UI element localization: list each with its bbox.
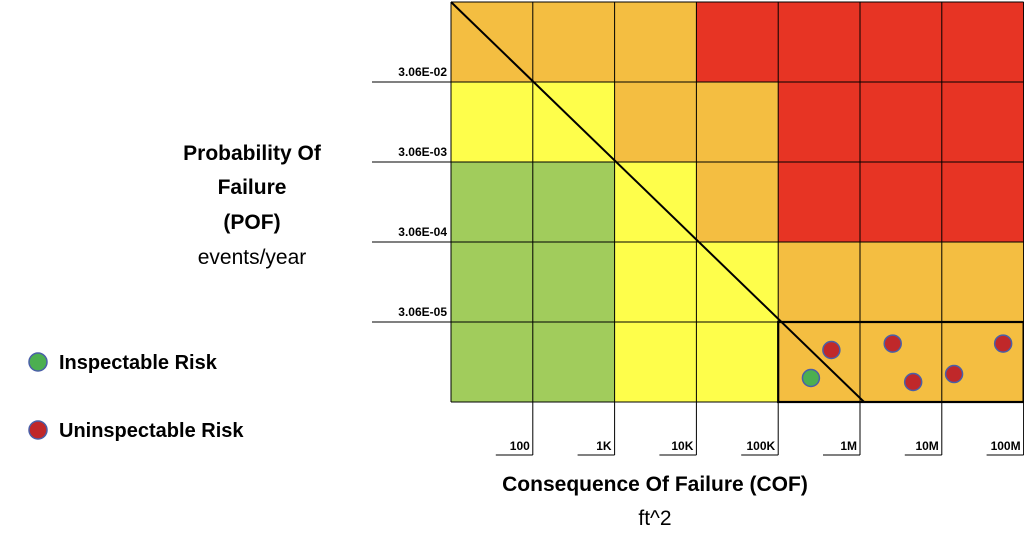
risk-cell — [451, 322, 534, 403]
x-axis-unit: ft^2 — [638, 507, 671, 530]
y-tick-label: 3.06E-02 — [398, 65, 447, 79]
risk-cell — [614, 322, 697, 403]
risk-cell — [778, 322, 861, 403]
y-tick-lines: 3.06E-02 3.06E-03 3.06E-04 3.06E-05 — [372, 65, 451, 323]
legend-uninspectable-label: Uninspectable Risk — [59, 420, 244, 442]
y-tick-label: 3.06E-03 — [398, 145, 447, 159]
legend-inspectable-label: Inspectable Risk — [59, 352, 218, 374]
legend: Inspectable Risk Uninspectable Risk — [28, 352, 244, 442]
uninspectable-risk-point — [993, 334, 1013, 353]
risk-cell — [451, 162, 534, 243]
risk-cell — [778, 2, 861, 83]
risk-cell — [532, 242, 616, 323]
risk-cell — [532, 322, 616, 403]
risk-cell — [614, 162, 697, 243]
risk-cell — [941, 2, 1024, 83]
y-axis-title: Probability Of Failure (POF) events/year — [183, 142, 322, 269]
risk-cell — [532, 162, 616, 243]
x-axis-title: Consequence Of Failure (COF) ft^2 — [502, 473, 808, 530]
risk-cell — [614, 82, 697, 163]
uninspectable-risk-point — [903, 372, 923, 392]
risk-grid — [451, 2, 1024, 403]
risk-cell — [451, 242, 534, 323]
risk-cell — [860, 82, 943, 163]
risk-cell — [696, 162, 779, 243]
risk-cell — [778, 82, 861, 163]
y-axis-unit: events/year — [198, 246, 307, 269]
risk-threshold-line — [450, 1, 865, 403]
y-axis-title-line-3: (POF) — [223, 211, 280, 234]
risk-cell — [941, 242, 1024, 323]
x-tick-label: 1K — [596, 439, 612, 453]
risk-cell — [860, 242, 943, 323]
risk-cell — [614, 2, 697, 83]
risk-cell — [696, 242, 779, 323]
legend-inspectable-marker — [28, 352, 48, 372]
y-tick-label: 3.06E-05 — [398, 305, 447, 319]
y-axis-title-line-2: Failure — [218, 176, 287, 199]
risk-cell — [860, 2, 943, 83]
risk-cell — [532, 2, 616, 83]
risk-cell — [941, 162, 1024, 243]
uninspectable-risk-point — [883, 334, 902, 353]
risk-cell — [696, 2, 779, 83]
risk-cell — [778, 162, 861, 243]
y-axis-title-line-1: Probability Of — [183, 142, 322, 165]
x-tick-label: 100K — [747, 439, 776, 453]
uninspectable-risk-point — [822, 340, 841, 360]
uninspectable-risk-point — [944, 364, 964, 384]
x-tick-lines: 100 1K 10K 100K 1M 10M 100M — [495, 402, 1024, 456]
risk-cell — [696, 82, 779, 163]
y-tick-label: 3.06E-04 — [398, 225, 447, 239]
risk-cell — [696, 322, 779, 403]
x-tick-label: 100 — [510, 439, 530, 453]
x-tick-label: 10M — [915, 439, 938, 453]
risk-cell — [778, 242, 861, 323]
x-tick-label: 10K — [671, 439, 693, 453]
legend-uninspectable-marker — [28, 420, 48, 440]
x-tick-label: 1M — [840, 439, 857, 453]
x-axis-title-text: Consequence Of Failure (COF) — [502, 473, 808, 496]
risk-cell — [860, 162, 943, 243]
risk-cell — [860, 322, 943, 403]
inspectable-risk-point — [801, 368, 821, 388]
risk-points — [801, 334, 1013, 392]
risk-cell — [614, 242, 697, 323]
risk-cell — [451, 82, 534, 163]
x-tick-label: 100M — [991, 439, 1021, 453]
risk-cell — [941, 322, 1024, 403]
risk-cell — [941, 82, 1024, 163]
